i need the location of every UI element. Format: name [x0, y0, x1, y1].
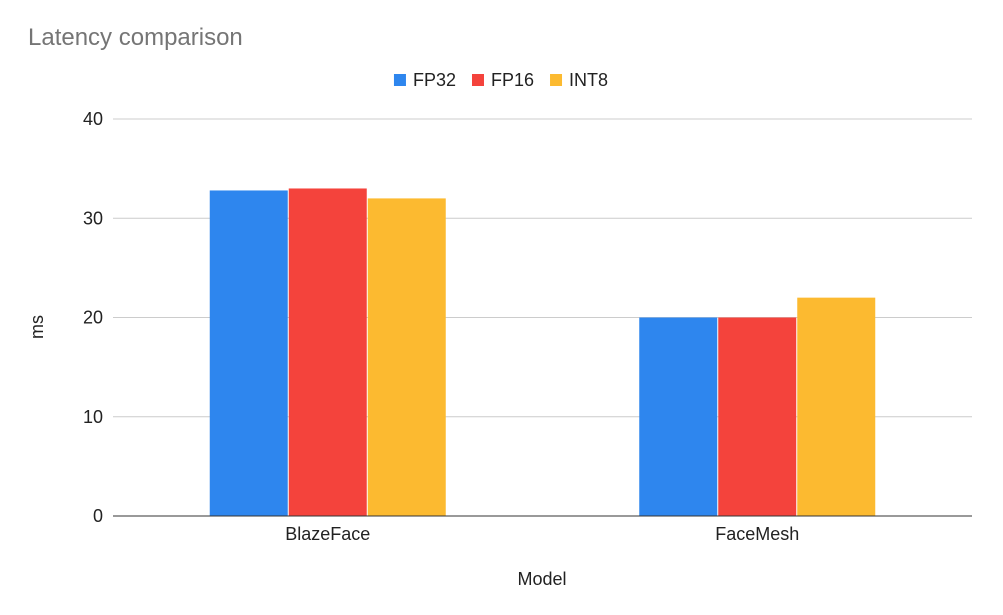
y-tick-label: 40	[83, 109, 103, 129]
bar-fp16-blazeface	[288, 188, 367, 516]
y-tick-label: 10	[83, 407, 103, 427]
bar-fp32-blazeface	[209, 190, 288, 516]
chart-title: Latency comparison	[28, 24, 243, 51]
x-axis-label: Model	[517, 569, 566, 589]
y-axis-ticks: 0 10 20 30 40	[83, 109, 103, 526]
y-axis-label: ms	[27, 315, 47, 339]
bar-fp16-facemesh	[718, 317, 797, 516]
legend-label: FP32	[413, 70, 456, 90]
y-tick-label: 0	[93, 506, 103, 526]
legend-swatch	[471, 74, 484, 86]
legend-label: INT8	[569, 70, 608, 90]
x-axis-ticks: BlazeFace FaceMesh	[285, 524, 799, 544]
bar-int8-blazeface	[367, 198, 446, 516]
legend-label: FP16	[491, 70, 534, 90]
bars	[209, 188, 876, 516]
y-tick-label: 30	[83, 208, 103, 228]
legend-swatch	[550, 74, 563, 86]
bar-fp32-facemesh	[639, 317, 718, 516]
x-tick-label: FaceMesh	[715, 524, 799, 544]
bar-int8-facemesh	[797, 297, 876, 516]
y-tick-label: 20	[83, 308, 103, 328]
legend-swatch	[393, 74, 406, 86]
legend: FP32 FP16 INT8	[393, 70, 608, 90]
x-tick-label: BlazeFace	[285, 524, 370, 544]
